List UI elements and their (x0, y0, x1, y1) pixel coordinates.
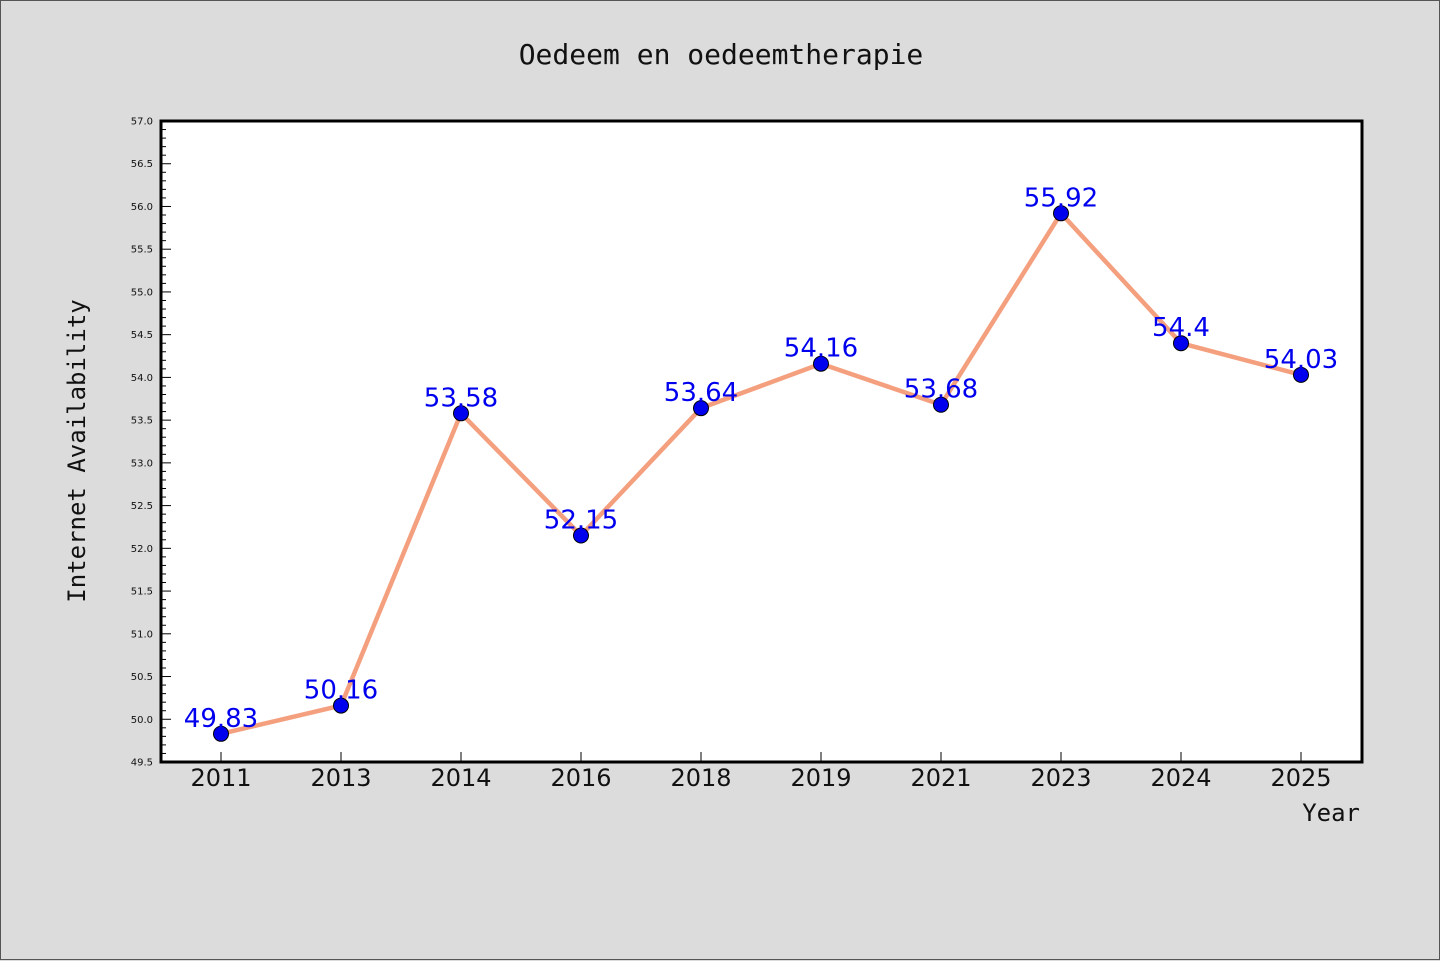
y-tick-label: 53.0 (131, 458, 153, 469)
data-label: 50.16 (304, 676, 378, 706)
x-axis-label: Year (1302, 799, 1360, 827)
data-point (813, 355, 829, 372)
chart-title: Oedeem en oedeemtherapie (519, 38, 924, 71)
x-tick-label: 2016 (550, 764, 611, 792)
x-tick-label: 2011 (190, 764, 251, 792)
y-tick-label: 54.0 (131, 373, 153, 384)
y-axis-ticks: 49.5 50.0 50.5 51.0 51.5 52.0 52.5 53.0 53.5 54.0… (131, 117, 171, 769)
y-tick-label: 54.5 (131, 330, 153, 341)
y-tick-label: 55.0 (131, 287, 153, 298)
data-point (573, 527, 589, 544)
data-label: 54.03 (1264, 345, 1338, 375)
data-label: 54.16 (784, 334, 858, 364)
y-tick-label: 55.5 (131, 245, 153, 256)
data-point (1053, 205, 1069, 222)
x-tick-label: 2023 (1030, 764, 1091, 792)
y-tick-label: 52.0 (131, 544, 153, 555)
y-tick-label: 57.0 (131, 117, 153, 128)
y-tick-label: 50.5 (131, 672, 153, 683)
y-tick-label: 51.0 (131, 629, 153, 640)
series-line (220, 211, 1302, 736)
data-point (693, 400, 709, 417)
x-tick-label: 2013 (310, 764, 371, 792)
data-label: 53.58 (424, 383, 498, 413)
y-tick-label: 51.5 (131, 587, 153, 598)
data-point (1173, 335, 1189, 352)
x-tick-label: 2018 (670, 764, 731, 792)
data-label: 53.68 (904, 375, 978, 405)
y-tick-label: 50.0 (131, 715, 153, 726)
data-series: 49.83 50.16 53.58 52.15 53.64 54.16 53.68 55.92… (184, 183, 1338, 742)
data-point (933, 396, 949, 413)
y-tick-label: 49.5 (131, 758, 153, 769)
x-axis-ticks: 2011 2013 2014 2016 2018 2019 2021 2023 2024 2025 (190, 752, 1332, 792)
data-point (213, 725, 229, 742)
plot-area (159, 119, 1364, 764)
data-label: 53.64 (664, 378, 738, 408)
data-label: 49.83 (184, 704, 258, 734)
data-label: 55.92 (1024, 183, 1098, 213)
data-point (453, 405, 469, 422)
x-tick-label: 2025 (1270, 764, 1331, 792)
y-tick-label: 53.5 (131, 416, 153, 427)
y-tick-label: 56.0 (131, 202, 153, 213)
y-axis-label: Internet Availability (63, 299, 91, 602)
x-tick-label: 2014 (430, 764, 491, 792)
y-tick-label: 56.5 (131, 159, 153, 170)
y-tick-label: 52.5 (131, 501, 153, 512)
x-tick-label: 2019 (790, 764, 851, 792)
data-label: 52.15 (544, 506, 618, 536)
data-label: 54.4 (1152, 313, 1210, 343)
x-tick-label: 2024 (1150, 764, 1211, 792)
x-tick-label: 2021 (910, 764, 971, 792)
data-point (333, 697, 349, 714)
data-point (1293, 366, 1309, 383)
